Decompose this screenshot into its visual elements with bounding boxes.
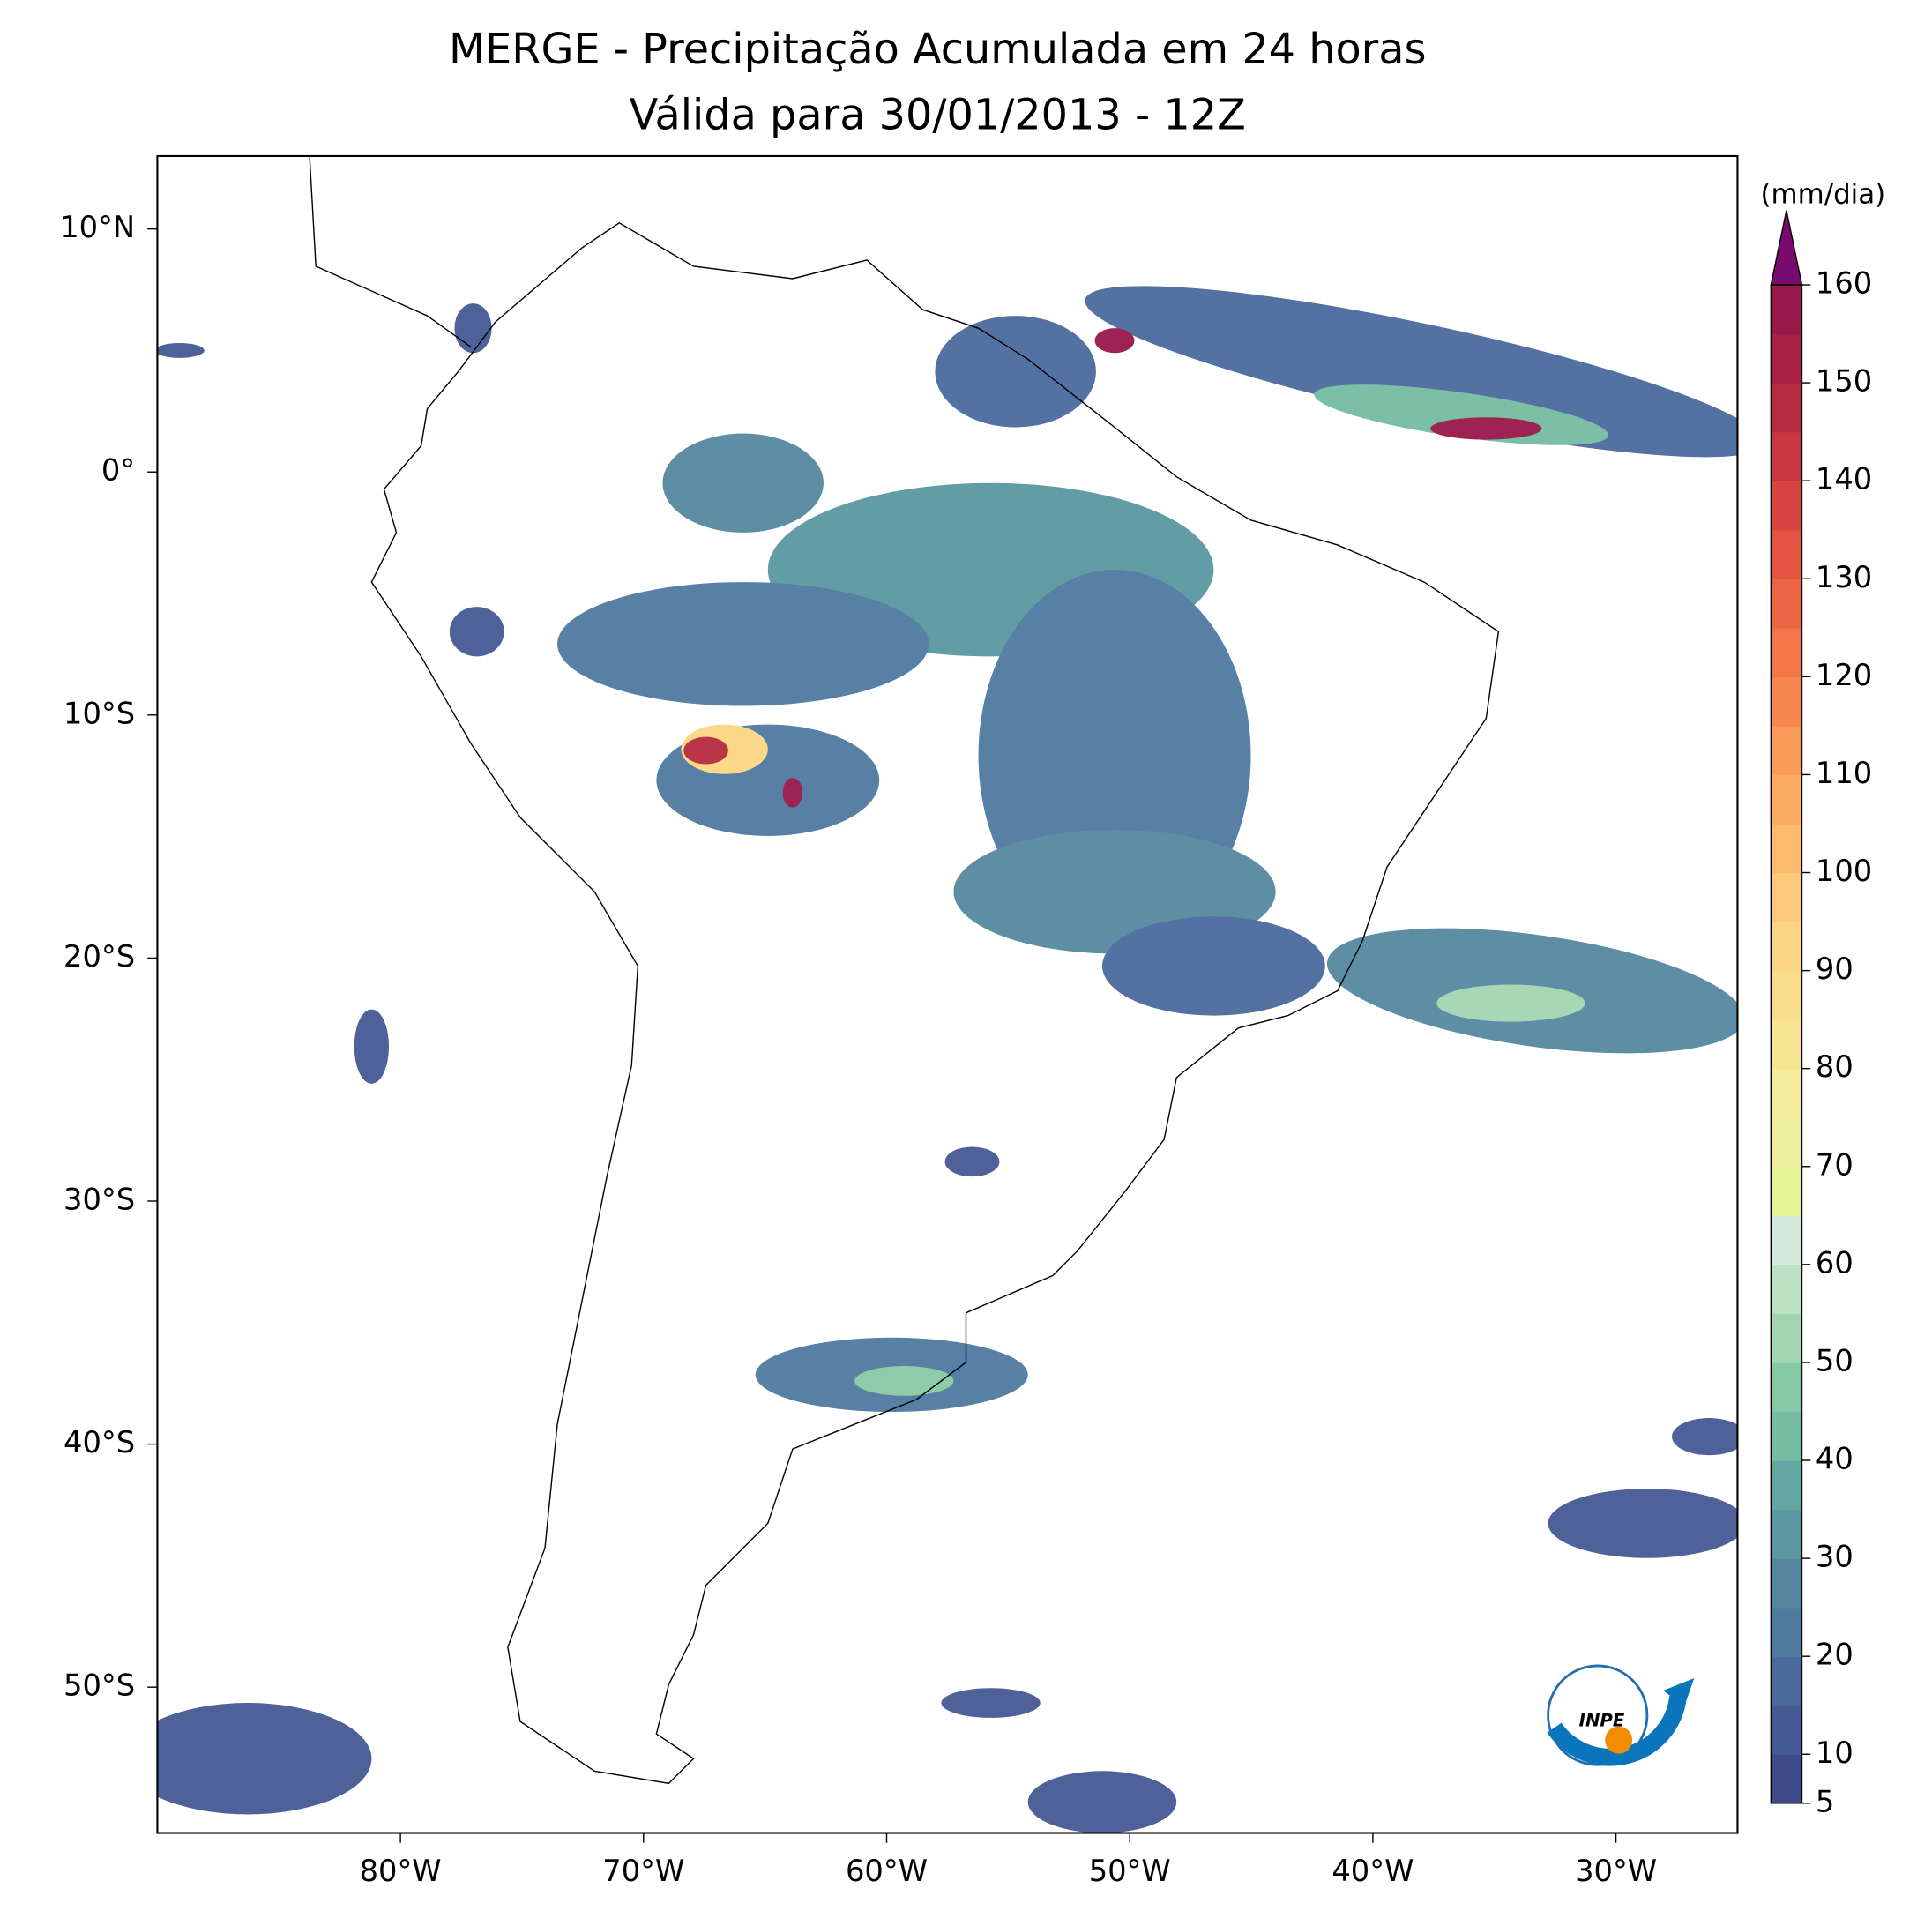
logo-text: INPE (1579, 1711, 1625, 1731)
colorbar-band (1771, 383, 1802, 433)
x-tick-label: 70°W (602, 1854, 684, 1888)
colorbar-tick-label: 10 (1816, 1736, 1854, 1770)
y-tick-label: 10°S (63, 696, 135, 730)
colorbar-band (1771, 1166, 1802, 1217)
colorbar-band (1771, 1362, 1802, 1413)
colorbar-band (1771, 431, 1802, 481)
colorbar-band (1771, 823, 1802, 874)
y-tick-label: 40°S (63, 1425, 135, 1459)
colorbar-tick-label: 30 (1816, 1540, 1854, 1574)
colorbar-extend (1770, 210, 1803, 286)
colorbar-band (1771, 285, 1802, 335)
colorbar-tick-label: 160 (1816, 266, 1872, 301)
colorbar-band (1771, 1264, 1802, 1315)
colorbar-tick-label: 130 (1816, 560, 1872, 594)
precipitation (157, 286, 1738, 1833)
x-tick-label: 80°W (360, 1854, 442, 1888)
logo: INPE (1547, 1664, 1695, 1766)
x-tick-label: 50°W (1089, 1854, 1171, 1888)
colorbar-band (1771, 922, 1802, 972)
colorbar-band (1771, 676, 1802, 727)
x-tick-label: 40°W (1332, 1854, 1414, 1888)
colorbar-band (1771, 1460, 1802, 1511)
colorbar-tick-label: 20 (1816, 1638, 1854, 1672)
colorbar-frame (1770, 284, 1803, 1804)
colorbar-band (1771, 1215, 1802, 1265)
colorbar-band (1771, 1705, 1802, 1755)
y-tick-label: 0° (101, 453, 135, 488)
colorbar-tick-label: 120 (1816, 658, 1872, 692)
colorbar-band (1771, 1313, 1802, 1363)
colorbar-band (1771, 1754, 1802, 1804)
colorbar-band (1771, 1117, 1802, 1168)
colorbar-band (1771, 481, 1802, 531)
y-tick-label: 30°S (63, 1182, 135, 1216)
colorbar-tick-label: 5 (1816, 1784, 1834, 1818)
colorbar-tick-label: 70 (1816, 1147, 1854, 1182)
chart-title: MERGE - Precipitação Acumulada em 24 hor… (449, 26, 1426, 74)
colorbar-band (1771, 579, 1802, 629)
colorbar-tick-label: 50 (1816, 1343, 1854, 1377)
colorbar-band (1771, 529, 1802, 579)
colorbar-band (1771, 970, 1802, 1020)
colorbar-tick-label: 90 (1816, 952, 1854, 986)
x-tick-label: 30°W (1575, 1854, 1657, 1888)
colorbar-band (1771, 872, 1802, 922)
x-tick-label: 60°W (846, 1854, 928, 1888)
colorbar-band (1771, 1656, 1802, 1706)
colorbar-tick-label: 110 (1816, 756, 1872, 790)
colorbar-band (1771, 1411, 1802, 1461)
colorbar-band (1771, 774, 1802, 825)
y-tick-label: 10°N (60, 210, 135, 244)
colorbar-band (1771, 333, 1802, 384)
colorbar-tick-label: 40 (1816, 1442, 1854, 1476)
colorbar-band (1771, 725, 1802, 776)
colorbar-band (1771, 1068, 1802, 1118)
coastline (309, 157, 1500, 1785)
map-frame (156, 154, 1739, 1834)
colorbar-tick-label: 140 (1816, 462, 1872, 496)
colorbar-band (1771, 627, 1802, 678)
colorbar-tick-label: 100 (1816, 854, 1872, 888)
colorbar-tick-label: 60 (1816, 1245, 1854, 1280)
chart-subtitle: Válida para 30/01/2013 - 12Z (630, 91, 1246, 139)
colorbar-band (1771, 1509, 1802, 1559)
colorbar-tick-label: 80 (1816, 1049, 1854, 1084)
colorbar-label: (mm/dia) (1760, 178, 1885, 210)
colorbar-band (1771, 1607, 1802, 1657)
colorbar-band (1771, 1019, 1802, 1070)
colorbar-band (1771, 1558, 1802, 1609)
y-tick-label: 50°S (63, 1668, 135, 1703)
colorbar-tick-label: 150 (1816, 364, 1872, 399)
y-tick-label: 20°S (63, 939, 135, 974)
map-layer: INPE (157, 157, 1738, 1833)
